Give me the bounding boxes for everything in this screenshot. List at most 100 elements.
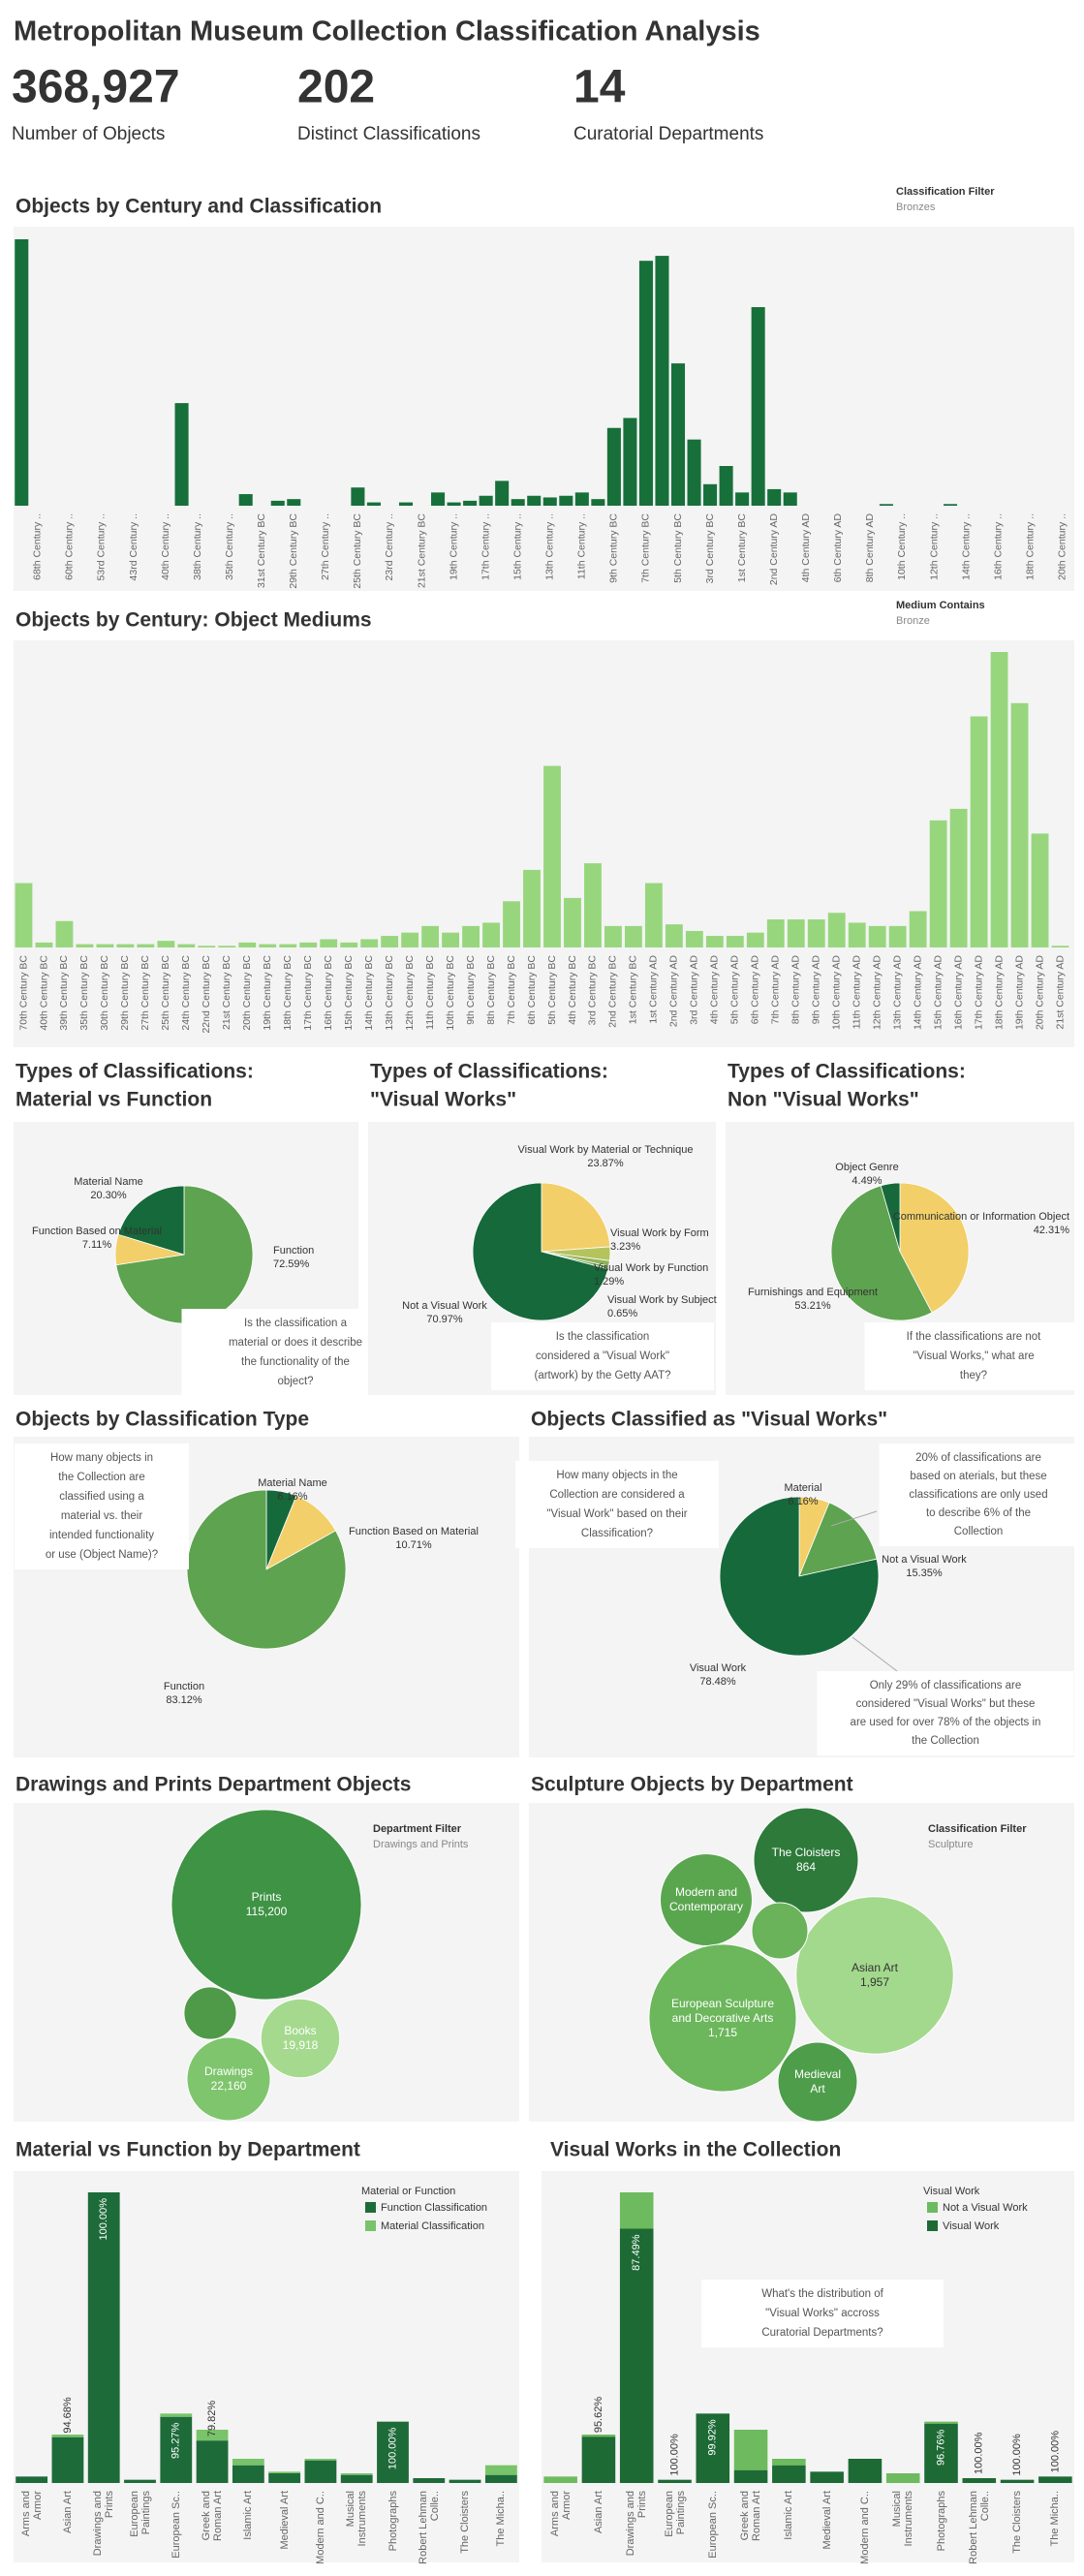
bubble-label: Modern and Contemporary xyxy=(638,1876,774,1924)
bar-segment xyxy=(581,2436,616,2483)
annotation-box xyxy=(864,1322,1083,1390)
x-tick-label: 31st Century BC xyxy=(256,513,267,588)
bar-segment xyxy=(124,2479,156,2483)
bar xyxy=(767,488,782,506)
bar xyxy=(198,946,216,947)
bubble-label: The Cloisters 864 xyxy=(738,1836,874,1884)
bar-percent-label: 96.76% xyxy=(935,2429,946,2466)
bar-segment xyxy=(484,2465,517,2475)
x-tick-label: 20th Century AD xyxy=(1034,955,1045,1030)
bubble-value: 1,957 xyxy=(859,1975,890,1989)
bar-segment xyxy=(1038,2476,1072,2483)
bar xyxy=(726,936,744,947)
bar-segment xyxy=(196,2440,229,2483)
bar xyxy=(287,499,301,506)
bar xyxy=(523,869,541,947)
kpi-value: 368,927 xyxy=(12,62,180,113)
annotation-text: are used for over 78% of the objects in xyxy=(851,1717,1041,1728)
bubble xyxy=(795,1896,954,2055)
bubble-value: 22,160 xyxy=(210,2079,247,2093)
x-tick-label: 40th Century BC xyxy=(38,955,49,1031)
bar-segment xyxy=(15,2476,48,2483)
pie-slice xyxy=(472,1182,609,1321)
x-tick-label: 4th Century BC xyxy=(567,955,578,1025)
slice-value: 83.12% xyxy=(166,1694,202,1706)
x-tick-label: Modern and C.. xyxy=(314,2491,326,2564)
bar xyxy=(495,481,510,506)
x-tick-label: 20th Century BC xyxy=(241,955,253,1031)
x-tick-label: 18th Century AD xyxy=(993,955,1005,1030)
bubble xyxy=(753,1807,859,1913)
x-tick-label: 8th Century BC xyxy=(485,955,497,1025)
bar xyxy=(116,944,135,947)
x-tick-label: 12th Century .. xyxy=(928,513,940,580)
pie-slice xyxy=(798,1502,878,1577)
x-tick-label: 3rd Century BC xyxy=(587,955,599,1026)
bar-percent-label: 99.92% xyxy=(707,2419,719,2456)
bar-segment xyxy=(733,2430,768,2470)
chart-title: "Visual Works" xyxy=(370,1089,516,1111)
bubble xyxy=(260,1998,341,2079)
annotation-text: How many objects in xyxy=(50,1452,153,1464)
bubble xyxy=(186,2036,271,2122)
x-tick-label: 4th Century AD xyxy=(709,955,721,1025)
x-tick-label: Photographs xyxy=(935,2491,947,2552)
x-tick-label: 16th Century .. xyxy=(992,513,1004,580)
pie-slice xyxy=(117,1185,185,1256)
bar xyxy=(35,942,53,947)
slice-value: 7.11% xyxy=(82,1239,112,1251)
bar-percent-label: 95.27% xyxy=(170,2422,182,2459)
bubble-name: Modern and Contemporary xyxy=(668,1885,744,1913)
bar-segment xyxy=(772,2459,806,2466)
legend-title: Material or Function xyxy=(361,2186,455,2197)
x-tick-label: 9th Century BC xyxy=(465,955,477,1025)
bar xyxy=(543,765,561,947)
bar xyxy=(751,307,765,506)
annotation-box xyxy=(515,1461,719,1548)
kpi-label: Number of Objects xyxy=(12,124,165,144)
filter-value: Sculpture xyxy=(928,1839,973,1850)
bar xyxy=(807,919,825,947)
x-tick-label: 7th Century BC xyxy=(506,955,517,1025)
x-tick-label: Robert Lehman Colle.. xyxy=(417,2491,441,2564)
annotation-text: What's the distribution of xyxy=(761,2288,883,2300)
bar-percent-label: 100.00% xyxy=(974,2432,985,2474)
bar xyxy=(868,925,886,947)
bar-percent-label: 95.62% xyxy=(593,2397,604,2434)
bar-segment xyxy=(304,2460,337,2483)
bar xyxy=(624,925,642,947)
x-tick-label: Greek and Roman Art xyxy=(201,2491,225,2541)
bar xyxy=(606,427,621,506)
bar xyxy=(719,466,733,506)
pie-slice xyxy=(186,1489,347,1650)
x-tick-label: 27th Century BC xyxy=(139,955,151,1031)
annotation-text: object? xyxy=(277,1376,313,1387)
x-tick-label: Modern and C.. xyxy=(858,2491,871,2564)
x-tick-label: Arms and Armor xyxy=(548,2491,573,2537)
bar-segment xyxy=(696,2413,730,2483)
bar xyxy=(703,483,718,506)
bar xyxy=(670,363,686,506)
bar xyxy=(687,439,701,506)
bar xyxy=(990,652,1008,947)
annotation-link xyxy=(830,1510,878,1527)
x-tick-label: 12th Century BC xyxy=(404,955,416,1031)
bar xyxy=(943,504,958,506)
x-tick-label: 11th Century AD xyxy=(851,955,862,1030)
x-tick-label: 14th Century .. xyxy=(960,513,972,580)
x-tick-label: Greek and Roman Art xyxy=(739,2491,763,2541)
bar xyxy=(559,495,573,506)
slice-value: 15.35% xyxy=(906,1567,943,1579)
slice-value: 23.87% xyxy=(587,1158,624,1169)
legend-label: Visual Work xyxy=(943,2220,1000,2232)
bar xyxy=(381,936,399,947)
bar-segment xyxy=(619,2228,654,2483)
x-tick-label: 11th Century BC xyxy=(424,955,436,1030)
x-tick-label: 27th Century .. xyxy=(320,513,331,580)
slice-label: Material Name xyxy=(74,1176,143,1188)
bar xyxy=(55,920,74,947)
bar-segment xyxy=(484,2474,517,2483)
bar xyxy=(949,808,968,947)
